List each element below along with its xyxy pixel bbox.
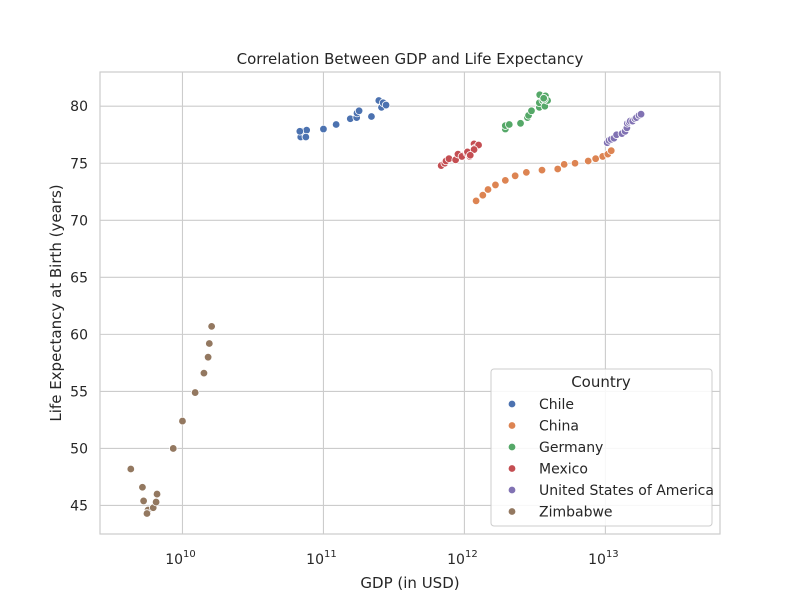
x-tick-label: 1013 bbox=[588, 549, 619, 568]
x-tick-exponent: 12 bbox=[465, 549, 478, 560]
data-point bbox=[510, 171, 520, 181]
data-point bbox=[138, 483, 147, 492]
data-point bbox=[469, 145, 479, 154]
data-point bbox=[207, 322, 216, 331]
data-point bbox=[607, 146, 616, 155]
data-point bbox=[527, 106, 536, 115]
y-tick-label: 55 bbox=[70, 384, 88, 400]
legend-title: Country bbox=[571, 373, 631, 391]
x-tick-base: 10 bbox=[165, 552, 183, 568]
x-tick-exponent: 11 bbox=[324, 549, 337, 560]
data-point bbox=[570, 159, 580, 168]
data-point bbox=[381, 100, 391, 110]
legend-marker bbox=[507, 399, 517, 409]
data-point bbox=[522, 168, 531, 177]
x-tick-base: 10 bbox=[306, 552, 324, 568]
data-point bbox=[190, 388, 200, 397]
x-tick-exponent: 13 bbox=[606, 549, 619, 560]
data-point bbox=[636, 110, 646, 119]
data-point bbox=[591, 154, 600, 163]
x-tick-exponent: 10 bbox=[183, 549, 196, 560]
data-point bbox=[553, 164, 562, 174]
plot-area bbox=[99, 71, 721, 535]
data-point bbox=[539, 94, 548, 103]
legend-marker bbox=[507, 485, 517, 495]
data-point bbox=[483, 185, 493, 194]
data-point bbox=[126, 464, 136, 474]
data-point bbox=[583, 156, 593, 166]
legend-label: China bbox=[539, 419, 579, 435]
legend-marker bbox=[507, 464, 517, 473]
x-tick-base: 10 bbox=[588, 552, 606, 568]
y-tick-label: 60 bbox=[70, 327, 88, 343]
data-point bbox=[295, 127, 305, 136]
legend-marker bbox=[507, 421, 517, 430]
data-point bbox=[142, 509, 152, 518]
y-tick-label: 70 bbox=[70, 213, 88, 229]
data-points bbox=[126, 90, 646, 518]
x-tick-label: 1012 bbox=[447, 549, 478, 568]
legend-box bbox=[490, 368, 713, 527]
data-point bbox=[537, 165, 547, 175]
legend: Country Chile China Germany Mexico United St… bbox=[490, 368, 714, 527]
data-point bbox=[505, 120, 514, 129]
y-tick-label: 50 bbox=[70, 441, 88, 457]
y-tick-label: 80 bbox=[70, 99, 88, 115]
data-point bbox=[301, 132, 311, 142]
data-point bbox=[516, 119, 525, 128]
x-axis-title: GDP (in USD) bbox=[360, 574, 459, 592]
data-point bbox=[151, 497, 161, 507]
legend-label: Zimbabwe bbox=[539, 505, 613, 521]
data-point bbox=[139, 496, 148, 506]
data-point bbox=[169, 444, 178, 453]
legend-label: United States of America bbox=[539, 483, 714, 499]
data-point bbox=[199, 368, 209, 378]
data-point bbox=[367, 112, 376, 121]
x-tick-base: 10 bbox=[447, 552, 465, 568]
data-point bbox=[466, 151, 475, 160]
data-point bbox=[319, 124, 328, 134]
data-point bbox=[302, 125, 311, 135]
data-point bbox=[152, 489, 162, 499]
y-tick-label: 45 bbox=[70, 498, 88, 514]
data-point bbox=[471, 196, 481, 206]
legend-label: Mexico bbox=[539, 462, 588, 478]
y-tick-label: 75 bbox=[70, 156, 88, 172]
data-point bbox=[331, 120, 341, 129]
data-point bbox=[559, 160, 569, 169]
data-point bbox=[203, 352, 213, 362]
legend-marker bbox=[507, 507, 517, 516]
data-point bbox=[205, 339, 214, 348]
x-tick-label: 1011 bbox=[306, 549, 337, 568]
legend-marker bbox=[507, 442, 517, 452]
data-point bbox=[178, 416, 187, 426]
legend-label: Germany bbox=[539, 440, 603, 456]
y-tick-label: 65 bbox=[70, 270, 88, 286]
data-point bbox=[478, 190, 487, 200]
data-point bbox=[491, 180, 500, 190]
y-axis-title: Life Expectancy at Birth (years) bbox=[47, 184, 65, 421]
legend-label: Chile bbox=[539, 397, 574, 413]
x-tick-label: 1010 bbox=[165, 549, 196, 568]
data-point bbox=[354, 106, 364, 115]
chart-title: Correlation Between GDP and Life Expecta… bbox=[237, 50, 584, 68]
data-point bbox=[501, 176, 510, 185]
